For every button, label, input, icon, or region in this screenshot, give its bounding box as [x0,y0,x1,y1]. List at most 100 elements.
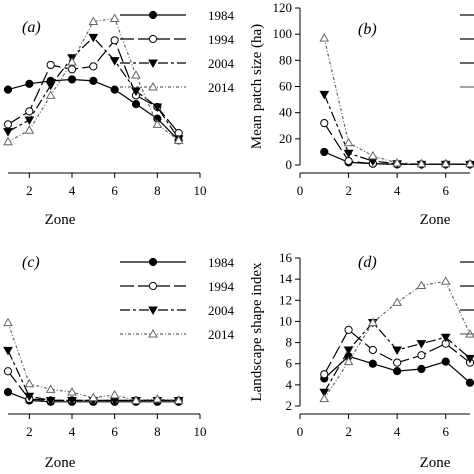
legend-label: 1984 [208,8,235,23]
data-point [393,367,402,376]
legend: 1984 1994 2004 2014 [120,8,235,95]
y-tick-label: 8 [286,335,293,350]
x-tick-label: 4 [69,183,76,198]
data-point [416,280,427,289]
data-point [3,388,13,397]
y-tick-label: 2 [286,398,293,413]
data-point [343,149,354,159]
data-point [320,370,329,379]
y-tick-label: 0 [286,157,293,172]
data-point [417,364,426,374]
plot-area [3,13,184,146]
legend-label: 2004 [208,303,235,318]
data-point [152,394,163,403]
data-point [3,85,13,94]
y-tick-label: 10 [279,313,292,328]
data-point [109,13,120,23]
x-tick-label: 6 [442,183,449,198]
data-point [393,358,402,367]
data-point [416,340,427,349]
legend-marker [148,306,158,316]
series-line [7,17,180,143]
data-point [45,384,56,393]
x-tick-label: 4 [394,424,401,439]
data-point [45,396,56,406]
data-point [392,297,403,306]
series-2014 [3,13,184,146]
data-point [3,120,13,129]
y-tick-label: 12 [279,292,292,307]
y-tick-label: 6 [286,356,293,371]
data-point [131,87,141,97]
data-point [131,395,141,404]
data-point [440,333,451,343]
data-point [417,351,426,360]
data-point [131,70,141,79]
panel-label: (d) [358,254,377,271]
y-tick-label: 120 [273,0,293,15]
panel-label: (b) [358,21,377,38]
panel-label: (c) [22,254,40,271]
y-tick-label: 60 [279,79,292,94]
y-tick-label: 20 [279,131,292,146]
data-point [46,60,55,70]
data-point [3,317,13,327]
data-point [45,81,56,91]
series-2004 [319,318,474,398]
data-point [392,346,403,355]
y-tick-label: 40 [279,105,292,120]
data-point [110,36,119,45]
legend-label: 1994 [208,279,235,294]
data-point [3,367,13,376]
x-axis-label: Zone [420,212,451,228]
series-2014 [319,276,474,403]
data-point [320,119,329,128]
plot-area [3,317,184,406]
data-point [465,378,474,387]
x-tick-label: 10 [194,183,207,198]
panel-label: (a) [22,19,41,36]
panel-c: 2 4 6 8 10 Zone (c) 1984 1994 2004 2014 [3,254,235,471]
data-point [152,103,163,113]
data-point [368,345,377,355]
data-point [344,325,353,334]
data-point [343,137,354,147]
legend-label: 2014 [208,80,235,95]
data-point [24,378,35,388]
series-1994 [320,325,474,379]
x-tick-label: 8 [154,183,161,198]
data-point [343,356,354,366]
data-point [88,16,99,25]
x-tick-label: 2 [26,424,33,439]
legend-marker [148,34,158,44]
data-point [67,75,77,84]
data-point [320,147,329,157]
data-point [45,90,56,99]
data-point [440,158,451,168]
x-tick-label: 6 [442,424,449,439]
data-point [24,392,35,402]
data-point [319,388,330,398]
x-tick-label: 10 [194,424,207,439]
data-point [24,116,35,126]
data-point [3,128,13,137]
data-point [24,125,35,134]
x-tick-label: 2 [26,183,33,198]
data-point [392,158,403,167]
data-point [109,389,120,399]
data-point [173,135,184,144]
data-point [465,354,474,364]
y-tick-label: 16 [279,250,293,265]
y-tick-label: 80 [279,52,292,67]
data-point [319,393,330,403]
data-point [88,392,99,402]
data-point [109,57,120,66]
data-point [89,76,98,86]
x-axis-label: Zone [45,212,76,228]
x-tick-label: 6 [111,424,118,439]
x-tick-label: 8 [154,424,161,439]
data-point [440,276,451,285]
data-point [367,317,378,326]
data-point [173,395,184,404]
